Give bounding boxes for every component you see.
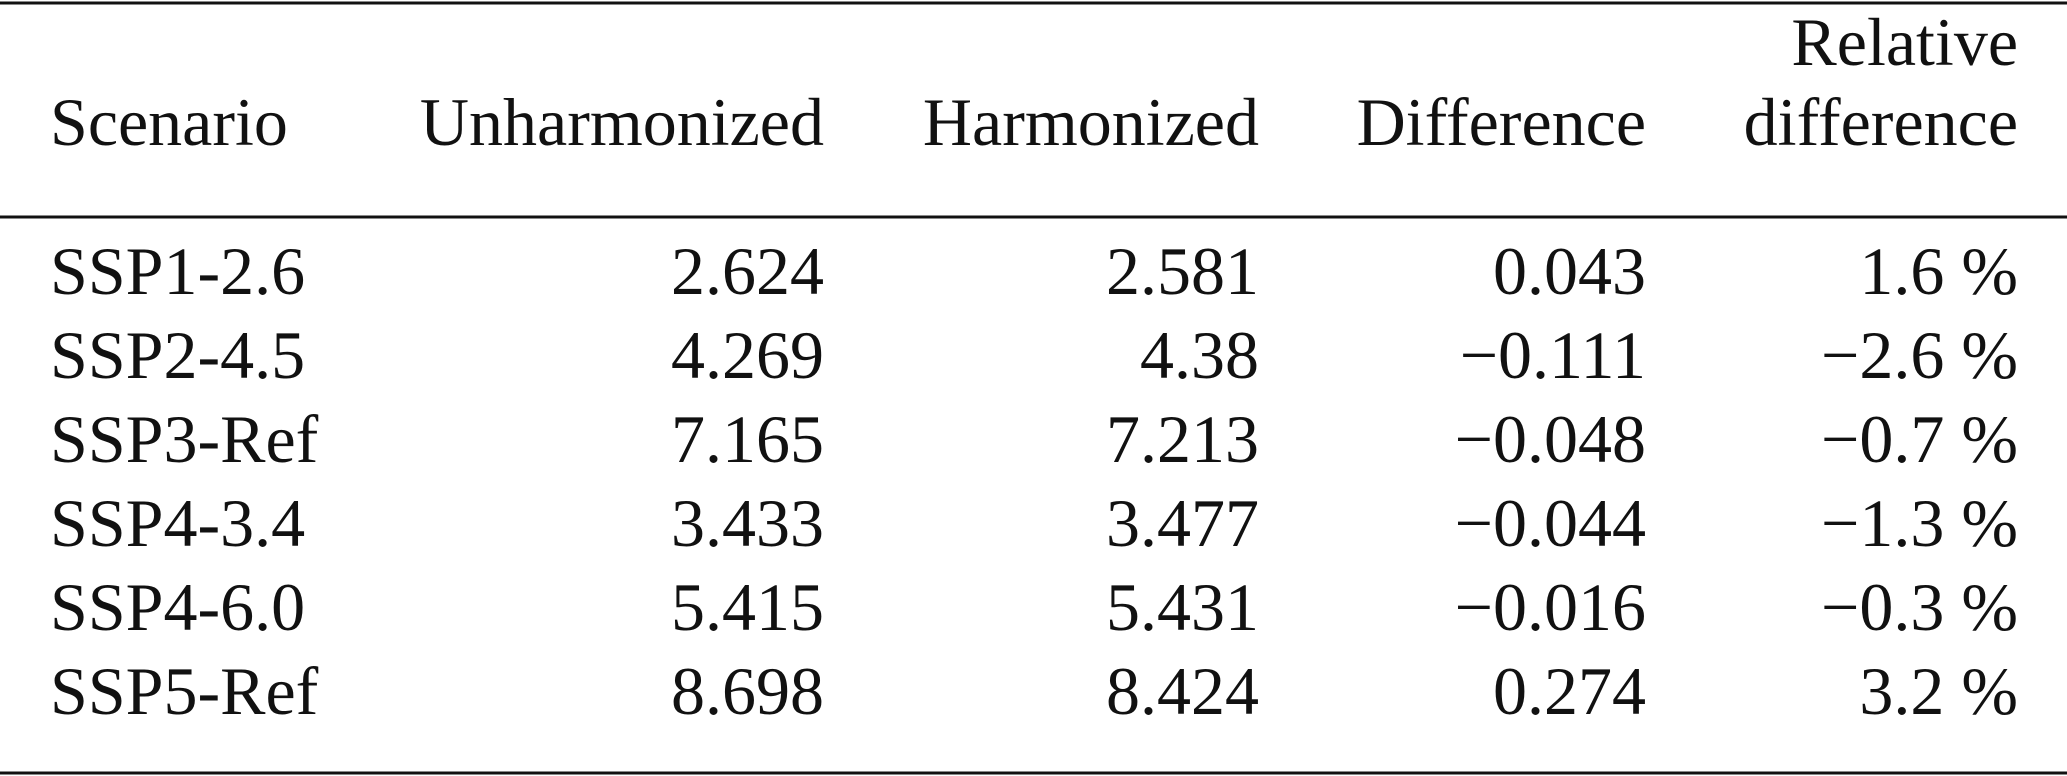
table-cell: 8.424 [1106, 653, 1259, 729]
table-cell: 4.38 [1140, 317, 1259, 393]
table-cell: 3.2 % [1859, 653, 2018, 729]
header-cell: Difference [1357, 84, 1646, 160]
table-cell: 4.269 [671, 317, 824, 393]
table-cell: 0.274 [1493, 653, 1646, 729]
table-cell: 5.431 [1106, 569, 1259, 645]
table-cell: −0.7 % [1821, 401, 2018, 477]
table-cell: −0.044 [1455, 485, 1646, 561]
table-cell: SSP1-2.6 [50, 233, 305, 309]
table-cell: −0.016 [1455, 569, 1646, 645]
table-cell: −0.048 [1455, 401, 1646, 477]
table-cell: −2.6 % [1821, 317, 2018, 393]
table-cell: 3.477 [1106, 485, 1259, 561]
header-cell: Relative [1791, 4, 2018, 80]
table-cell: 2.624 [671, 233, 824, 309]
table-cell: SSP2-4.5 [50, 317, 305, 393]
table-cell: SSP4-6.0 [50, 569, 305, 645]
table-cell: −0.3 % [1821, 569, 2018, 645]
header-cell: Scenario [50, 84, 288, 160]
table-cell: 7.165 [671, 401, 824, 477]
table-cell: 2.581 [1106, 233, 1259, 309]
table-cell: 3.433 [671, 485, 824, 561]
table-cell: SSP5-Ref [50, 653, 319, 729]
table-cell: −1.3 % [1821, 485, 2018, 561]
table-cell: SSP4-3.4 [50, 485, 305, 561]
table-cell: SSP3-Ref [50, 401, 319, 477]
header-cell: Harmonized [923, 84, 1259, 160]
header-cell: Unharmonized [420, 84, 824, 160]
table-cell: 8.698 [671, 653, 824, 729]
table-cell: 1.6 % [1859, 233, 2018, 309]
table-cell: 0.043 [1493, 233, 1646, 309]
table-cell: 5.415 [671, 569, 824, 645]
table-cell: 7.213 [1106, 401, 1259, 477]
table-cell: −0.111 [1460, 317, 1646, 393]
header-cell: difference [1744, 84, 2018, 160]
